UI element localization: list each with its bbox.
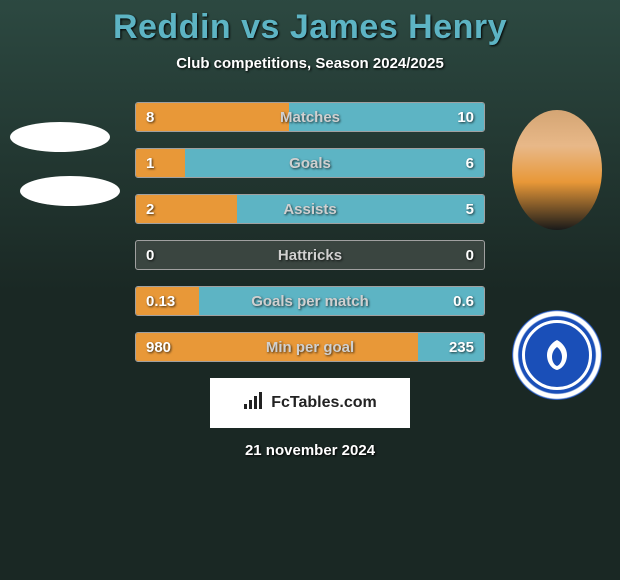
club-badge-inner (522, 320, 592, 390)
stat-value-right: 0 (466, 247, 474, 264)
stat-row: 0Hattricks0 (135, 240, 485, 270)
player-photo-right (512, 110, 602, 230)
chart-icon (243, 392, 265, 415)
stat-value-right: 6 (466, 155, 474, 172)
left-ellipse-1 (10, 122, 110, 152)
stat-label: Hattricks (136, 247, 484, 264)
stats-container: 8Matches10 1Goals6 2Assists5 0Hattricks0 0.1… (135, 102, 485, 362)
left-ellipse-2 (20, 176, 120, 206)
stat-label: Goals (136, 155, 484, 172)
stat-label: Goals per match (136, 293, 484, 310)
stat-row: 1Goals6 (135, 148, 485, 178)
date-text: 21 november 2024 (0, 442, 620, 459)
stat-label: Matches (136, 109, 484, 126)
footer-label: FcTables.com (271, 394, 377, 412)
stat-row: 0.13Goals per match0.6 (135, 286, 485, 316)
stat-row: 8Matches10 (135, 102, 485, 132)
page-title: Reddin vs James Henry (0, 8, 620, 47)
content-wrapper: Reddin vs James Henry Club competitions,… (0, 0, 620, 580)
club-badge-right (512, 310, 602, 400)
phoenix-icon (537, 335, 577, 375)
stat-value-right: 10 (457, 109, 474, 126)
stat-value-right: 5 (466, 201, 474, 218)
stat-row: 980Min per goal235 (135, 332, 485, 362)
stat-label: Min per goal (136, 339, 484, 356)
stat-row: 2Assists5 (135, 194, 485, 224)
stat-value-right: 0.6 (453, 293, 474, 310)
stat-value-right: 235 (449, 339, 474, 356)
footer-badge: FcTables.com (210, 378, 410, 428)
stat-label: Assists (136, 201, 484, 218)
subtitle: Club competitions, Season 2024/2025 (0, 55, 620, 72)
